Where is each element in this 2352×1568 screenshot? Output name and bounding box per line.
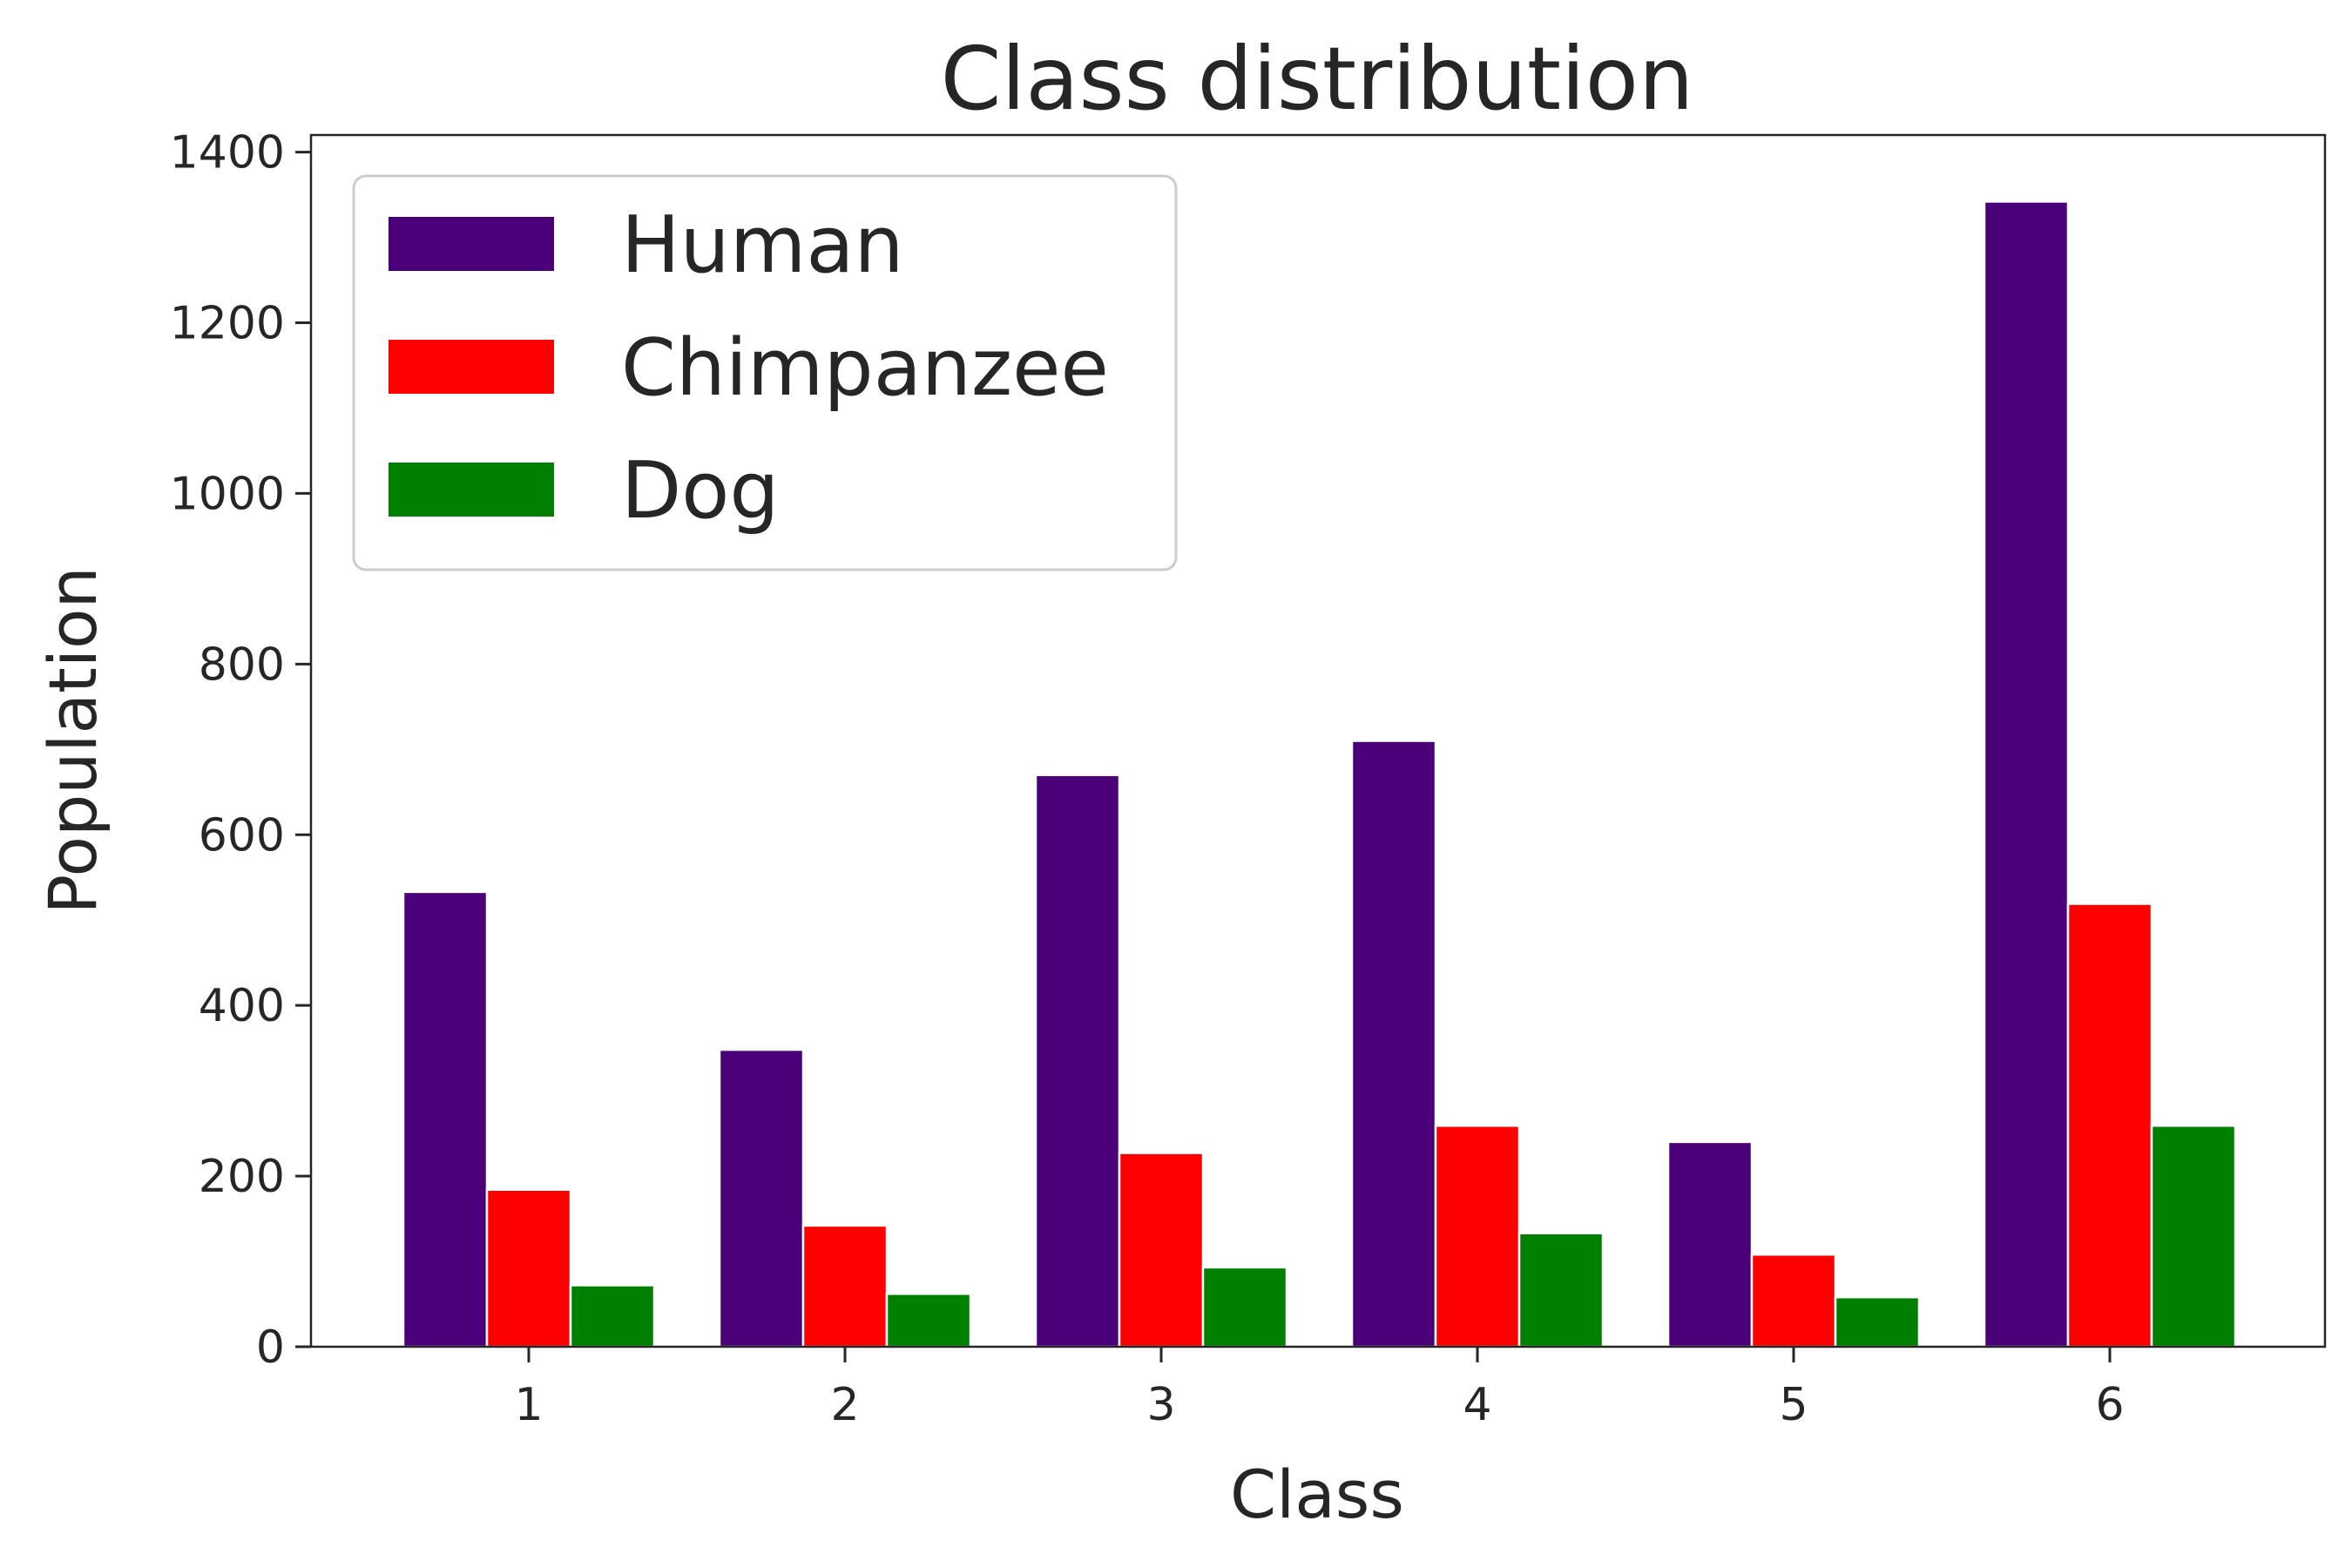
x-tick-label: 3 <box>1146 1379 1175 1431</box>
bar-chimpanzee-class-4 <box>1434 1125 1521 1348</box>
legend-swatch-human <box>389 217 554 271</box>
y-tick-label: 1000 <box>170 468 285 520</box>
x-tick-label: 5 <box>1779 1379 1808 1431</box>
x-axis-label: Class <box>1230 1456 1404 1533</box>
bar-human-class-5 <box>1666 1140 1754 1348</box>
bar-chimpanzee-class-1 <box>485 1188 572 1348</box>
bar-human-class-2 <box>718 1048 805 1348</box>
bar-human-class-6 <box>1983 200 2070 1348</box>
plot-frame <box>309 133 2327 1348</box>
x-tick-label: 6 <box>2095 1379 2124 1431</box>
y-tick-label: 200 <box>199 1151 285 1203</box>
bar-dog-class-3 <box>1201 1266 1288 1348</box>
y-tick-label: 800 <box>199 639 285 691</box>
legend-swatch-chimpanzee <box>389 340 554 394</box>
bar-chimpanzee-class-5 <box>1750 1253 1837 1348</box>
chart-title: Class distribution <box>941 28 1694 130</box>
bar-human-class-1 <box>402 890 489 1348</box>
bar-dog-class-2 <box>885 1293 972 1348</box>
legend-label-chimpanzee: Chimpanzee <box>621 322 1109 414</box>
y-axis-label: Population <box>34 566 112 914</box>
bars-group <box>402 200 2237 1348</box>
bar-dog-class-4 <box>1517 1232 1605 1348</box>
bar-dog-class-1 <box>569 1284 656 1348</box>
x-tick-label: 4 <box>1463 1379 1491 1431</box>
bar-human-class-4 <box>1350 740 1437 1348</box>
bar-human-class-3 <box>1034 774 1121 1348</box>
bar-dog-class-5 <box>1834 1295 1921 1348</box>
y-tick-label: 1200 <box>170 298 285 350</box>
bar-chimpanzee-class-2 <box>801 1224 889 1348</box>
legend-swatch-dog <box>389 463 554 517</box>
y-tick-label: 600 <box>199 809 285 862</box>
legend-label-human: Human <box>621 199 904 291</box>
bar-chimpanzee-class-6 <box>2066 902 2153 1348</box>
y-tick-label: 400 <box>199 980 285 1032</box>
legend-box <box>352 174 1178 571</box>
bar-dog-class-6 <box>2150 1125 2237 1348</box>
legend: Human Chimpanzee Dog <box>352 174 1178 571</box>
x-tick-label: 1 <box>514 1379 543 1431</box>
legend-label-dog: Dog <box>621 445 780 537</box>
x-tick-label: 2 <box>830 1379 859 1431</box>
y-axis-ticks: 0 200 400 600 800 1000 1200 1400 <box>170 127 311 1374</box>
bar-chimpanzee-class-3 <box>1118 1152 1205 1348</box>
y-tick-label: 1400 <box>170 127 285 179</box>
y-tick-label: 0 <box>256 1321 285 1374</box>
x-axis-ticks: 1 2 3 4 5 6 <box>514 1347 2125 1431</box>
